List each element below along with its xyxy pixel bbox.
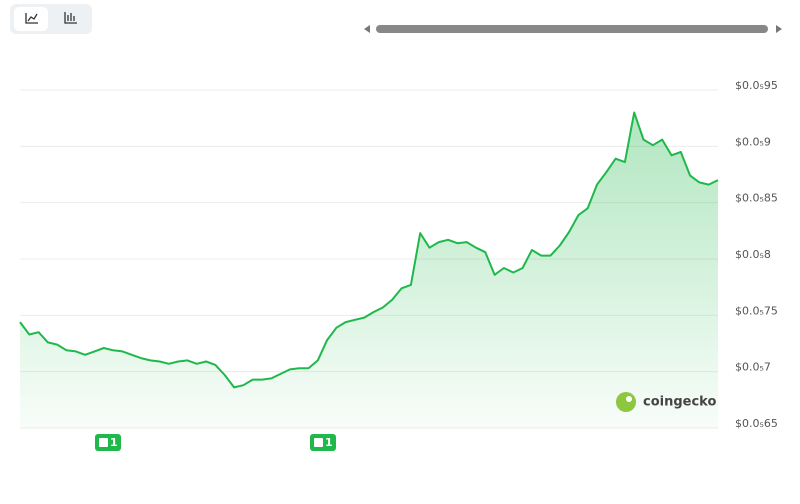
line-view-button[interactable] <box>14 7 48 31</box>
price-line <box>19 111 719 389</box>
event-count: 1 <box>325 436 333 449</box>
scrollbar[interactable] <box>376 25 768 33</box>
line-icon <box>25 13 38 24</box>
y-tick-label: $0.0₅95 <box>735 79 778 92</box>
y-tick-label: $0.0₅85 <box>735 192 778 205</box>
y-tick-label: $0.0₅75 <box>735 304 778 317</box>
price-area <box>20 112 718 428</box>
event-marker[interactable]: 1 <box>95 434 121 451</box>
event-count: 1 <box>110 436 118 449</box>
y-tick-label: $0.0₅65 <box>735 417 778 430</box>
candle-view-button[interactable] <box>56 7 86 31</box>
y-tick-label: $0.0₅7 <box>735 361 771 374</box>
scroll-right[interactable] <box>776 25 782 33</box>
scroll-left[interactable] <box>364 25 370 33</box>
event-icon <box>99 438 108 447</box>
event-icon <box>314 438 323 447</box>
y-tick-label: $0.0₅8 <box>735 248 771 261</box>
watermark-text: coingecko <box>643 395 716 410</box>
event-marker[interactable]: 1 <box>310 434 336 451</box>
watermark: coingecko <box>616 392 716 412</box>
y-tick-label: $0.0₅9 <box>735 135 771 148</box>
